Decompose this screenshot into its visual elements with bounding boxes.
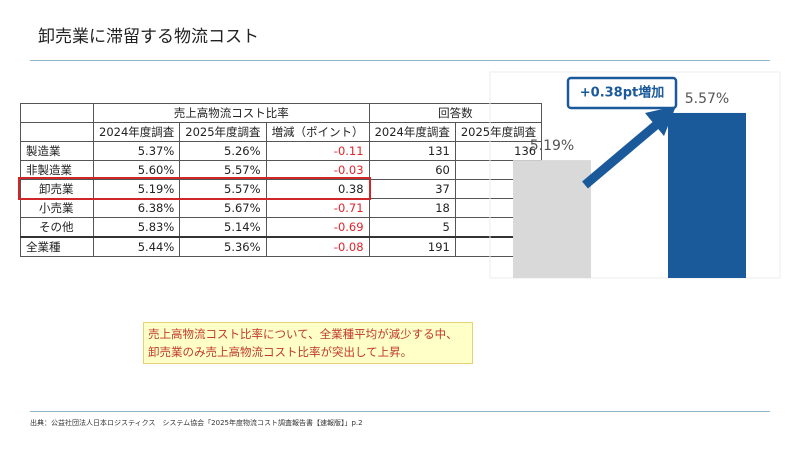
arrow-shaft: [582, 116, 665, 189]
source: 出典：公益社団法人日本ロジスティクス システム協会「2025年度物流コスト調査報…: [30, 419, 363, 427]
table-cell: 5.26%: [179, 141, 267, 161]
table-cell: 製造業: [20, 141, 94, 161]
value-label: 5.19%: [530, 138, 574, 154]
header-cell: 売上高物流コスト比率: [93, 103, 370, 123]
table-cell: 0.38: [265, 179, 370, 199]
table-cell: 18: [368, 198, 456, 218]
header-cell: 2025年度調査: [454, 122, 543, 142]
divider: [30, 60, 770, 61]
note-line: 卸売業のみ売上高物流コスト比率が突出して上昇。: [148, 345, 413, 359]
annotation-box: [566, 76, 678, 110]
table-cell: -0.71: [265, 198, 370, 218]
divider: [30, 411, 770, 412]
table-cell: 5.57%: [179, 160, 267, 180]
table-cell: 全業種: [20, 236, 94, 257]
header-row: 売上高物流コスト比率 回答数: [20, 103, 543, 123]
header-cell: 回答数: [368, 103, 543, 123]
bar: [668, 112, 746, 278]
plot-area: [489, 71, 781, 279]
note-line: 売上高物流コスト比率について、全業種平均が減少する中、: [148, 327, 458, 341]
table-cell: -0.08: [265, 236, 370, 257]
value-label: 5.57%: [685, 91, 729, 107]
table-cell: -0.69: [265, 217, 370, 238]
header-cell: 増減（ポイント）: [265, 122, 370, 142]
highlight-box: [18, 177, 371, 200]
bar: [513, 160, 591, 278]
table-cell: 5.36%: [179, 236, 267, 257]
table-cell: 非製造業: [20, 160, 94, 180]
arrow-head: [645, 106, 676, 136]
table-cell: 5.60%: [92, 160, 181, 180]
annotation: +0.38pt増加: [580, 85, 665, 101]
note-box: 売上高物流コスト比率について、全業種平均が減少する中、 卸売業のみ売上高物流コス…: [143, 322, 473, 364]
table-cell: 5.14%: [179, 217, 267, 238]
table-cell: 5.44%: [92, 236, 181, 257]
table-cell: 5.67%: [179, 198, 267, 218]
slide-title: 卸売業に滞留する物流コスト: [38, 27, 259, 47]
